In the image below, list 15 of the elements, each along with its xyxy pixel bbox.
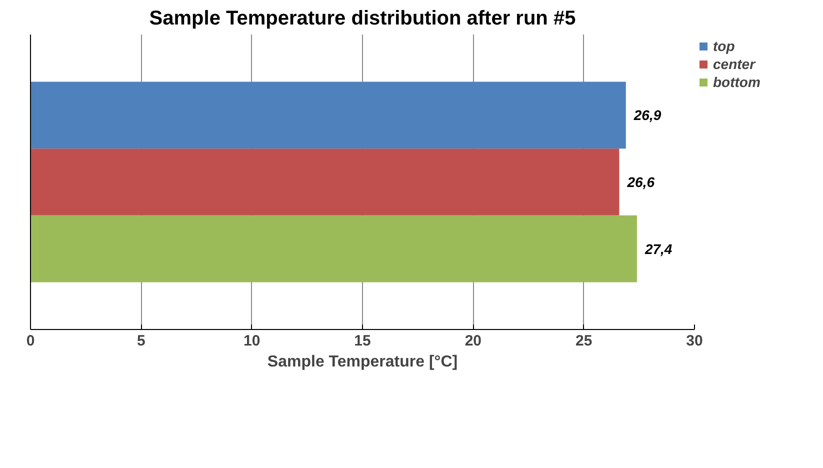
legend-label: top — [713, 38, 735, 54]
x-tick-label: 10 — [243, 332, 260, 350]
x-axis-title: Sample Temperature [°C] — [267, 354, 458, 370]
chart-title: Sample Temperature distribution after run #5 — [149, 8, 576, 30]
x-tick-label: 20 — [464, 332, 482, 350]
data-label: 26,6 — [626, 174, 655, 190]
legend-label: center — [713, 56, 756, 72]
data-label: 26,9 — [632, 107, 662, 124]
data-label: 27,4 — [644, 240, 672, 257]
x-tick-label: 30 — [686, 332, 703, 350]
x-tick-label: 5 — [136, 332, 146, 350]
legend-label: bottom — [713, 74, 760, 90]
x-tick-label: 0 — [26, 332, 35, 350]
x-tick-label: 15 — [354, 332, 371, 350]
x-tick-label: 25 — [575, 332, 592, 350]
